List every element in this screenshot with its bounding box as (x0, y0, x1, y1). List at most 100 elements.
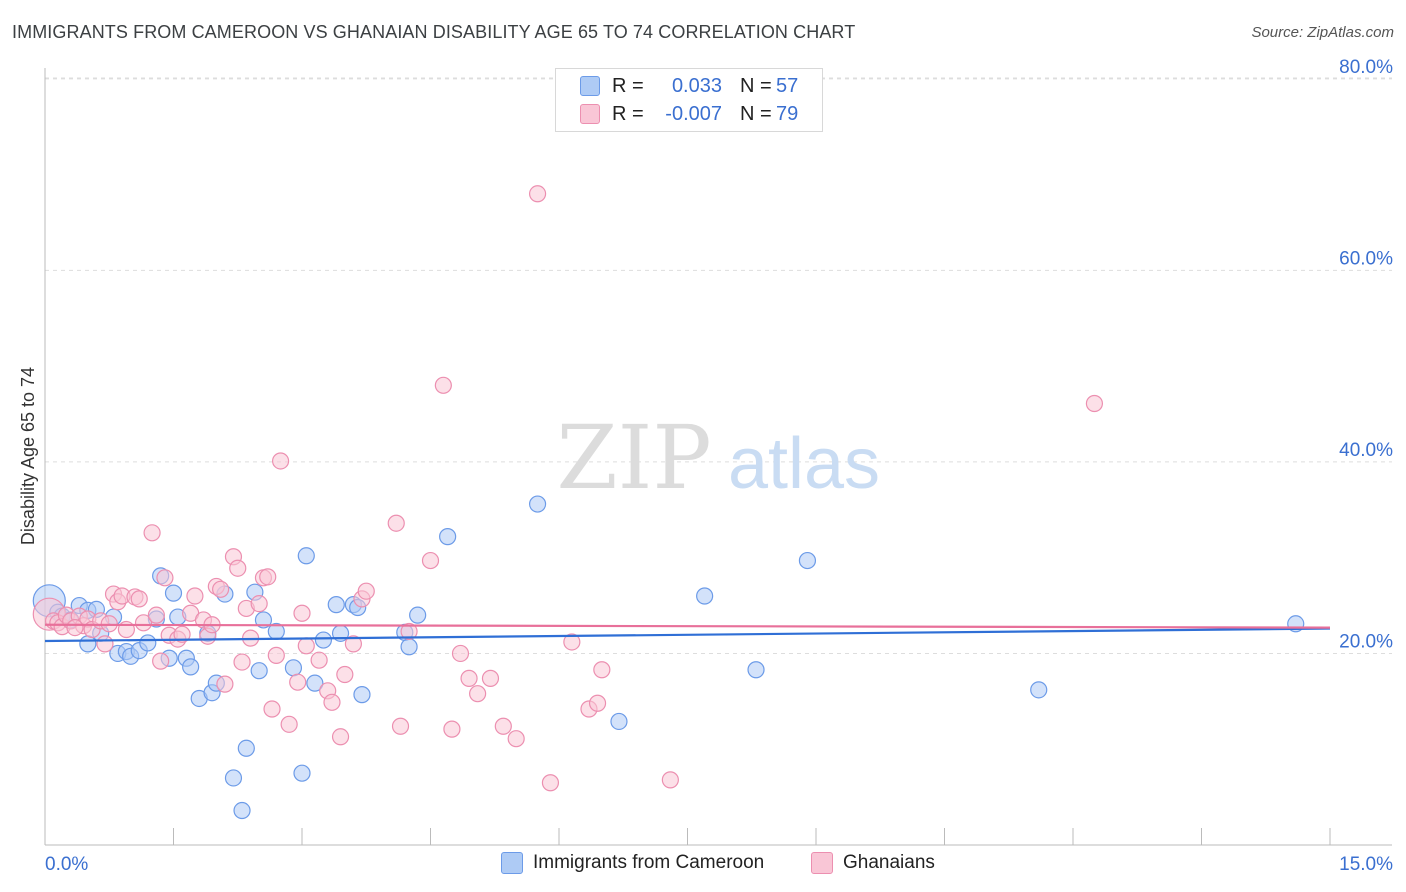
x-tick-label: 15.0% (1339, 854, 1393, 875)
cameroon-point (409, 606, 427, 624)
ghanaian-point (143, 524, 161, 542)
ghanaian-point (541, 774, 560, 792)
legend-n-value: 57 (776, 74, 799, 97)
legend-row-cameroon: R = 0.033 N = 57 (580, 74, 798, 98)
ghanaian-point (1085, 394, 1104, 413)
ghanaian-point (229, 559, 247, 577)
ghanaian-point (331, 728, 350, 746)
ghanaian-point (469, 685, 487, 703)
ghanaian-point (344, 635, 362, 653)
stats-legend: R = 0.033 N = 57 R = -0.007 N = 79 (555, 68, 823, 132)
cameroon-trend-line (44, 627, 1331, 643)
chart-title: IMMIGRANTS FROM CAMEROON VS GHANAIAN DIS… (12, 22, 856, 42)
legend-item-ghanaians[interactable]: Ghanaians (811, 852, 935, 874)
ghanaian-point (147, 606, 165, 624)
ghanaian-point (289, 673, 307, 691)
ghanaian-point (357, 582, 375, 600)
legend-n-label: N = (740, 74, 772, 97)
y-axis-title: Disability Age 65 to 74 (18, 367, 38, 545)
cameroon-point (139, 634, 157, 652)
legend-item-cameroon[interactable]: Immigrants from Cameroon (501, 852, 764, 874)
ghanaian-point (134, 614, 153, 632)
watermark-atlas: atlas (728, 424, 880, 504)
cameroon-point (747, 661, 765, 679)
cameroon-point (439, 528, 457, 546)
cameroon-point (293, 764, 311, 782)
legend-n-value: 79 (776, 102, 799, 125)
ghanaian-point (336, 665, 354, 684)
legend-series-name: Ghanaians (843, 852, 935, 873)
ghanaian-point (66, 619, 84, 637)
ghanaian-point (293, 604, 311, 622)
cameroon-point (528, 495, 547, 513)
cameroon-point (314, 631, 333, 649)
cameroon-point (327, 596, 345, 614)
legend-r-label: R = (612, 74, 644, 97)
series-legend: Immigrants from Cameroon Ghanaians (0, 852, 1406, 878)
ghanaian-point (421, 551, 440, 570)
ghanaian-point (400, 622, 418, 641)
cameroon-point (610, 712, 628, 731)
legend-swatch-pink (580, 104, 600, 124)
ghanaian-point (271, 452, 290, 470)
cameroon-point (696, 587, 714, 605)
label-layer: 20.0% 40.0% 60.0% 80.0% 0.0% 15.0% Disability … (18, 57, 1393, 875)
points-layer (32, 185, 1305, 820)
cameroon-point (224, 769, 243, 787)
ghanaian-point (387, 514, 405, 532)
ghanaian-point (391, 717, 410, 735)
ghanaian-point (259, 568, 277, 586)
ghanaian-point (528, 185, 547, 203)
cameroon-point (250, 662, 268, 680)
cameroon-point (306, 674, 324, 692)
ghanaian-point (507, 730, 525, 748)
cameroon-point (233, 801, 251, 820)
ghanaian-point (297, 637, 315, 655)
ghanaian-point (96, 635, 114, 653)
cameroon-point (1030, 681, 1048, 699)
ghanaian-point (310, 651, 328, 669)
cameroon-point (164, 584, 183, 602)
cameroon-point (182, 658, 200, 676)
cameroon-point (237, 739, 255, 757)
watermark-zip: ZIP (556, 406, 711, 509)
ghanaian-trend-line (44, 623, 1331, 629)
ghanaian-point (267, 646, 285, 664)
ghanaian-point (233, 653, 251, 671)
ghanaian-point (186, 587, 204, 605)
ghanaian-point (588, 694, 607, 712)
ghanaian-point (443, 720, 461, 738)
y-tick-label: 20.0% (1339, 631, 1393, 652)
ghanaian-point (130, 590, 148, 608)
trend-layer (44, 623, 1331, 643)
legend-n-label: N = (740, 102, 772, 125)
legend-series-name: Immigrants from Cameroon (533, 852, 765, 873)
legend-row-ghanaians: R = -0.007 N = 79 (580, 102, 798, 126)
cameroon-point (353, 686, 371, 704)
ghanaian-point (563, 633, 581, 651)
ghanaian-point (250, 595, 268, 613)
ghanaian-point (323, 693, 341, 711)
cameroon-point (79, 635, 97, 653)
y-tick-label: 60.0% (1339, 248, 1393, 269)
cameroon-point (284, 659, 303, 677)
legend-r-value: -0.007 (665, 102, 722, 125)
ghanaian-point (263, 700, 281, 718)
grid-layer (45, 77, 1392, 654)
ghanaian-point (280, 715, 298, 733)
watermark: ZIP atlas (556, 406, 880, 509)
axis-layer (44, 68, 1392, 846)
ghanaian-point (661, 771, 679, 789)
ghanaian-point (593, 661, 611, 679)
cameroon-point (400, 638, 418, 656)
cameroon-point (297, 547, 315, 565)
ghanaian-point (216, 675, 234, 693)
ghanaian-point (481, 669, 500, 687)
ghanaian-point (460, 669, 478, 687)
ghanaian-point (451, 644, 470, 663)
legend-swatch-blue (501, 852, 523, 874)
legend-r-label: R = (612, 102, 644, 125)
source-credit: Source: ZipAtlas.com (1251, 24, 1394, 41)
ghanaian-point (152, 652, 170, 670)
